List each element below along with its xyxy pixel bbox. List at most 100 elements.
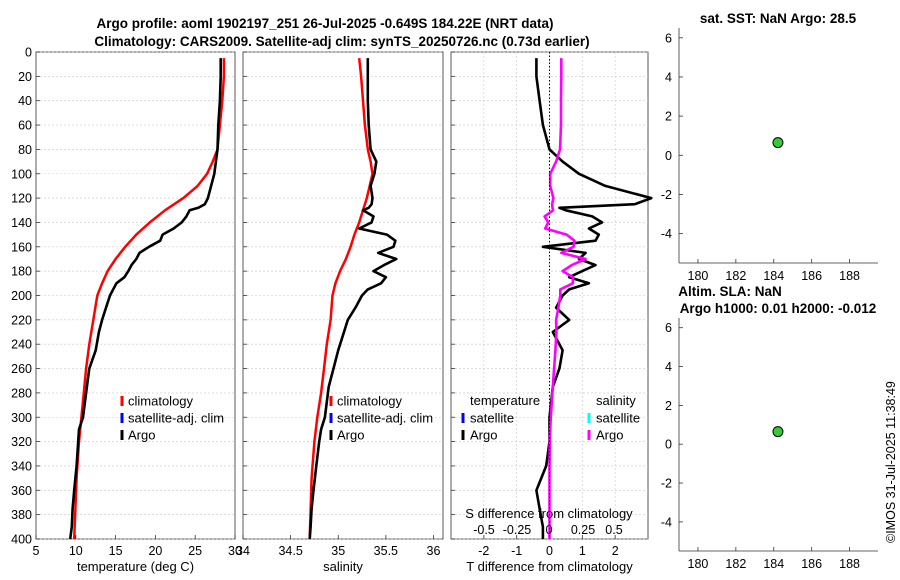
s-difference-tick-label: -0.5 bbox=[473, 523, 495, 537]
map-ytick-label: -4 bbox=[661, 227, 672, 241]
salinity-xtick-label: 34 bbox=[236, 544, 250, 558]
depth-tick-label: 340 bbox=[11, 459, 32, 473]
temperature-series-argo bbox=[68, 58, 222, 540]
depth-tick-label: 240 bbox=[11, 338, 32, 352]
map-ytick-label: 0 bbox=[665, 149, 672, 163]
depth-tick-label: 200 bbox=[11, 289, 32, 303]
salinity-legend: climatology satellite-adj. clim Argo bbox=[329, 394, 433, 443]
depth-tick-label: 60 bbox=[18, 119, 32, 133]
map-xtick-label: 186 bbox=[801, 269, 822, 283]
depth-tick-label: 360 bbox=[11, 484, 32, 498]
depth-tick-label: 120 bbox=[11, 192, 32, 206]
temperature-xtick-label: 15 bbox=[109, 544, 123, 558]
difference-xtick-label: 2 bbox=[612, 544, 619, 558]
sla-map-panel: -4 -2 0 2 4 6 180 182 184 186 188 bbox=[661, 318, 878, 571]
sla-title-line1: Altim. SLA: NaN bbox=[678, 284, 782, 299]
depth-tick-label: 320 bbox=[11, 435, 32, 449]
temperature-xtick-label: 25 bbox=[188, 544, 202, 558]
depth-tick-label: 40 bbox=[18, 94, 32, 108]
legend-label: Argo bbox=[596, 428, 623, 443]
depth-tick-label: 400 bbox=[11, 533, 32, 547]
map-xtick-label: 188 bbox=[839, 557, 860, 571]
s-difference-tick-label: 0.5 bbox=[605, 523, 622, 537]
figure-title-line2: Climatology: CARS2009. Satellite-adj cli… bbox=[94, 34, 589, 49]
s-difference-tick-label: 0.25 bbox=[571, 523, 595, 537]
sst-map-panel: -4 -2 0 2 4 6 180 182 184 186 188 bbox=[661, 28, 878, 283]
map-xtick-label: 184 bbox=[763, 557, 784, 571]
depth-tick-label: 260 bbox=[11, 362, 32, 376]
difference-xlabel: T difference from climatology bbox=[466, 559, 633, 574]
map-ytick-label: 2 bbox=[665, 399, 672, 413]
figure-title-line1: Argo profile: aoml 1902197_251 26-Jul-20… bbox=[97, 16, 554, 31]
difference-xtick-label: -2 bbox=[478, 544, 489, 558]
map-xtick-label: 182 bbox=[725, 269, 746, 283]
difference-legend: temperature salinity satellite satellite Arg… bbox=[461, 393, 640, 537]
depth-tick-label: 300 bbox=[11, 411, 32, 425]
legend-label: Argo bbox=[470, 428, 497, 443]
temperature-xtick-label: 10 bbox=[69, 544, 83, 558]
difference-series-argo-s bbox=[543, 58, 587, 539]
temperature-legend: climatology satellite-adj. clim Argo bbox=[120, 394, 224, 443]
salinity-series-argo bbox=[308, 58, 398, 540]
map-xtick-label: 184 bbox=[763, 269, 784, 283]
depth-tick-label: 140 bbox=[11, 216, 32, 230]
map-xtick-label: 180 bbox=[688, 269, 709, 283]
legend-label: satellite-adj. clim bbox=[128, 411, 224, 426]
depth-tick-label: 100 bbox=[11, 167, 32, 181]
s-difference-tick-label: 0 bbox=[546, 523, 553, 537]
temperature-xtick-label: 5 bbox=[33, 544, 40, 558]
legend-label: satellite-adj. clim bbox=[337, 411, 433, 426]
temperature-panel: 0 20 40 60 80 100 120 140 160 180 200 220 240 260 280 3… bbox=[11, 46, 242, 575]
legend-label: satellite bbox=[470, 411, 514, 426]
depth-tick-label: 380 bbox=[11, 508, 32, 522]
map-ytick-label: 4 bbox=[665, 70, 672, 84]
salinity-panel: 34 34.5 35 35.5 36 salinity bbox=[236, 51, 444, 574]
depth-tick-label: 160 bbox=[11, 240, 32, 254]
salinity-xtick-label: 36 bbox=[427, 544, 441, 558]
depth-tick-label: 180 bbox=[11, 265, 32, 279]
profile-location-marker bbox=[772, 426, 784, 438]
map-ytick-label: 4 bbox=[665, 360, 672, 374]
map-ytick-label: 0 bbox=[665, 438, 672, 452]
timestamp-label: ©IMOS 31-Jul-2025 11:38:49 bbox=[884, 381, 898, 543]
map-xtick-label: 186 bbox=[801, 557, 822, 571]
temperature-xtick-label: 20 bbox=[148, 544, 162, 558]
temperature-xlabel: temperature (deg C) bbox=[77, 559, 194, 574]
salinity-series-climatology bbox=[308, 57, 374, 540]
salinity-xlabel: salinity bbox=[323, 559, 363, 574]
map-ytick-label: -2 bbox=[661, 477, 672, 491]
sst-title: sat. SST: NaN Argo: 28.5 bbox=[700, 11, 857, 26]
profile-location-marker bbox=[772, 137, 784, 149]
map-ytick-label: 2 bbox=[665, 110, 672, 124]
map-ytick-label: -2 bbox=[661, 188, 672, 202]
legend-label: climatology bbox=[337, 394, 403, 409]
depth-tick-label: 0 bbox=[25, 46, 32, 60]
legend-label: Argo bbox=[128, 428, 155, 443]
map-ytick-label: 6 bbox=[665, 31, 672, 45]
legend-label: satellite bbox=[596, 411, 640, 426]
s-difference-tick-label: -0.25 bbox=[503, 523, 532, 537]
map-ytick-label: -4 bbox=[661, 515, 672, 529]
legend-label: climatology bbox=[128, 394, 194, 409]
difference-xtick-label: -1 bbox=[511, 544, 522, 558]
legend-title-temperature: temperature bbox=[470, 393, 540, 408]
depth-tick-label: 20 bbox=[18, 70, 32, 84]
salinity-xtick-label: 35 bbox=[331, 544, 345, 558]
map-ytick-label: 6 bbox=[665, 321, 672, 335]
s-difference-label: S difference from climatology bbox=[465, 506, 633, 521]
temperature-xtick-label: 30 bbox=[228, 544, 242, 558]
legend-title-salinity: salinity bbox=[596, 393, 636, 408]
salinity-xtick-label: 34.5 bbox=[278, 544, 302, 558]
depth-tick-label: 280 bbox=[11, 386, 32, 400]
map-xtick-label: 180 bbox=[688, 557, 709, 571]
difference-xtick-label: 0 bbox=[546, 544, 553, 558]
depth-tick-label: 80 bbox=[18, 143, 32, 157]
legend-label: Argo bbox=[337, 428, 364, 443]
sla-title-line2: Argo h1000: 0.01 h2000: -0.012 bbox=[680, 301, 877, 316]
map-xtick-label: 188 bbox=[839, 269, 860, 283]
depth-tick-label: 220 bbox=[11, 313, 32, 327]
difference-panel: -2 -1 0 1 2T difference from climatology bbox=[450, 51, 653, 574]
difference-xtick-label: 1 bbox=[579, 544, 586, 558]
salinity-xtick-label: 35.5 bbox=[374, 544, 398, 558]
